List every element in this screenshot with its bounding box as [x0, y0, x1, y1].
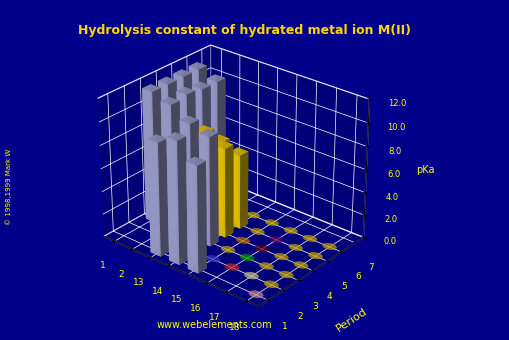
Y-axis label: Period: Period	[334, 307, 369, 334]
Text: © 1998,1999 Mark W: © 1998,1999 Mark W	[5, 149, 12, 225]
Text: Hydrolysis constant of hydrated metal ion M(ΙΙ): Hydrolysis constant of hydrated metal io…	[78, 24, 410, 37]
Text: www.webelements.com: www.webelements.com	[156, 320, 271, 330]
